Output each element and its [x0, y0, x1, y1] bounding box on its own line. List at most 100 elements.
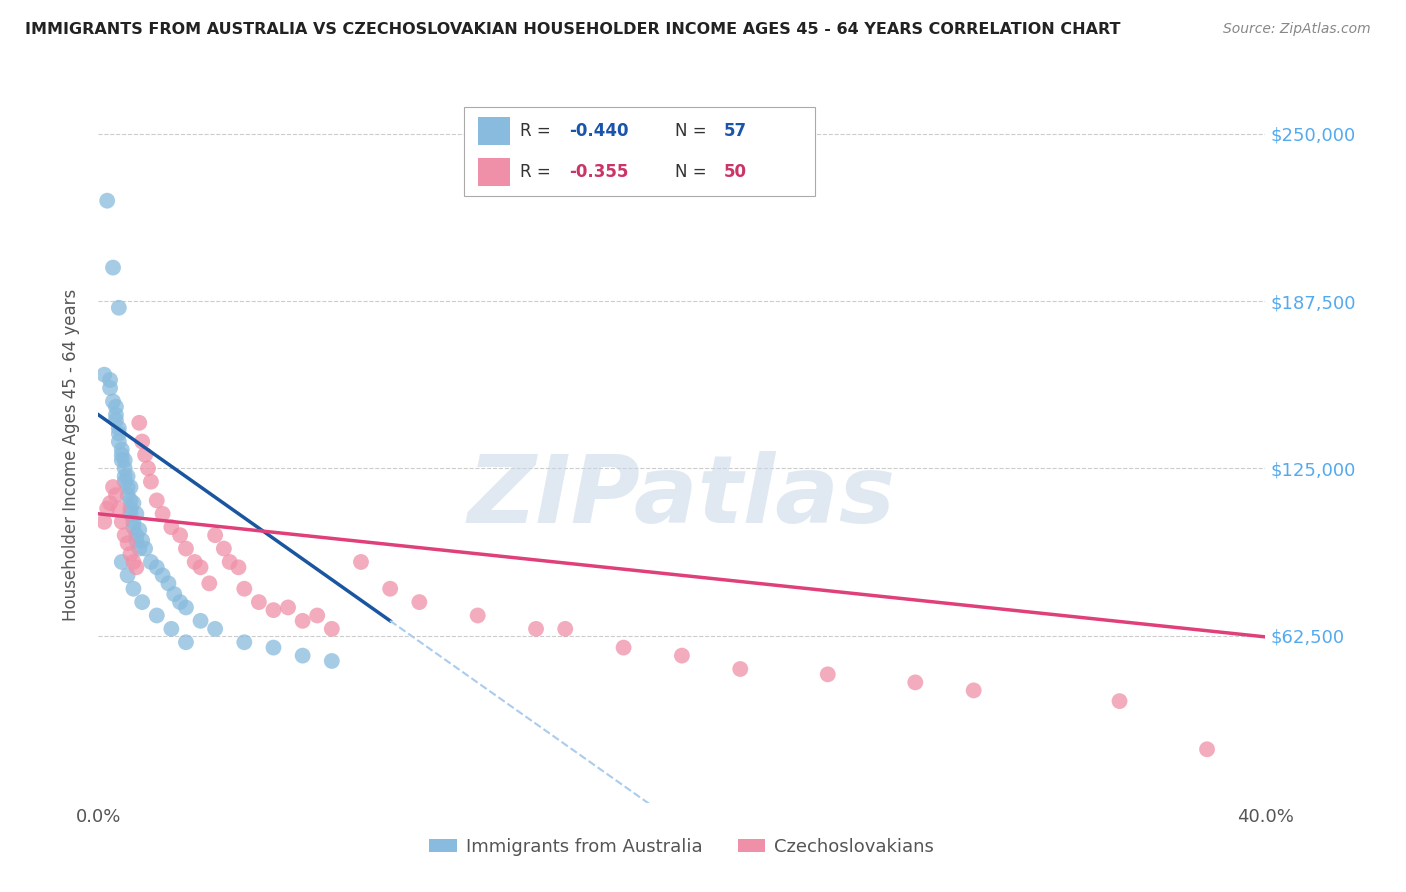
Point: [146, 493, 169, 508]
Point: [117, 480, 139, 494]
Point: [117, 536, 139, 550]
Point: [122, 555, 145, 569]
Point: [228, 560, 250, 574]
Text: N =: N =: [675, 163, 711, 181]
Point: [233, 635, 256, 649]
Point: [174, 541, 197, 556]
Text: IMMIGRANTS FROM AUSTRALIA VS CZECHOSLOVAKIAN HOUSEHOLDER INCOME AGES 45 - 64 YEA: IMMIGRANTS FROM AUSTRALIA VS CZECHOSLOVA…: [25, 22, 1121, 37]
Point: [108, 426, 131, 441]
Point: [277, 600, 299, 615]
Point: [120, 547, 142, 561]
Point: [108, 434, 131, 449]
Point: [554, 622, 576, 636]
Point: [152, 507, 174, 521]
Point: [139, 475, 162, 489]
Point: [962, 683, 984, 698]
Point: [671, 648, 693, 663]
Point: [111, 515, 134, 529]
Point: [104, 413, 127, 427]
Point: [104, 488, 127, 502]
Point: [108, 501, 131, 516]
Point: [212, 541, 235, 556]
Text: -0.440: -0.440: [569, 122, 628, 140]
Point: [307, 608, 329, 623]
Point: [291, 614, 314, 628]
Point: [190, 614, 212, 628]
Point: [291, 648, 314, 663]
Point: [174, 635, 197, 649]
Point: [117, 568, 139, 582]
Point: [101, 394, 124, 409]
Point: [204, 622, 226, 636]
Point: [204, 528, 226, 542]
Legend: Immigrants from Australia, Czechoslovakians: Immigrants from Australia, Czechoslovaki…: [422, 831, 942, 863]
Point: [122, 515, 145, 529]
Point: [134, 448, 156, 462]
Point: [117, 488, 139, 502]
Text: Source: ZipAtlas.com: Source: ZipAtlas.com: [1223, 22, 1371, 37]
Text: 57: 57: [724, 122, 747, 140]
Point: [108, 301, 131, 315]
Point: [120, 507, 142, 521]
Point: [262, 640, 284, 655]
Point: [163, 587, 186, 601]
Point: [117, 469, 139, 483]
Text: ZIPatlas: ZIPatlas: [468, 450, 896, 542]
Point: [96, 501, 118, 516]
Point: [169, 595, 191, 609]
Text: R =: R =: [520, 122, 557, 140]
Point: [120, 480, 142, 494]
Point: [125, 560, 148, 574]
Point: [136, 461, 159, 475]
Point: [101, 260, 124, 275]
Point: [98, 496, 121, 510]
Point: [131, 595, 153, 609]
Text: -0.355: -0.355: [569, 163, 628, 181]
Point: [93, 368, 115, 382]
Point: [730, 662, 752, 676]
Point: [160, 622, 183, 636]
Point: [131, 434, 153, 449]
Point: [408, 595, 430, 609]
Point: [233, 582, 256, 596]
Point: [128, 541, 150, 556]
Point: [190, 560, 212, 574]
Point: [120, 501, 142, 516]
Text: R =: R =: [520, 163, 557, 181]
Point: [128, 416, 150, 430]
Point: [380, 582, 402, 596]
Point: [467, 608, 489, 623]
Point: [114, 528, 136, 542]
Point: [96, 194, 118, 208]
Point: [111, 555, 134, 569]
Text: N =: N =: [675, 122, 711, 140]
Point: [139, 555, 162, 569]
Point: [111, 442, 134, 457]
Point: [1108, 694, 1130, 708]
Point: [125, 528, 148, 542]
Point: [134, 541, 156, 556]
Point: [120, 493, 142, 508]
Point: [262, 603, 284, 617]
Point: [125, 507, 148, 521]
Y-axis label: Householder Income Ages 45 - 64 years: Householder Income Ages 45 - 64 years: [62, 289, 80, 621]
Point: [160, 520, 183, 534]
Point: [122, 582, 145, 596]
Point: [122, 496, 145, 510]
Point: [152, 568, 174, 582]
Point: [174, 600, 197, 615]
Point: [157, 576, 180, 591]
Point: [93, 515, 115, 529]
Point: [122, 520, 145, 534]
Point: [131, 533, 153, 548]
Point: [128, 523, 150, 537]
Point: [612, 640, 634, 655]
Point: [218, 555, 240, 569]
Point: [125, 533, 148, 548]
Point: [146, 608, 169, 623]
Point: [817, 667, 839, 681]
Point: [247, 595, 270, 609]
Point: [101, 480, 124, 494]
Point: [350, 555, 373, 569]
Point: [114, 475, 136, 489]
